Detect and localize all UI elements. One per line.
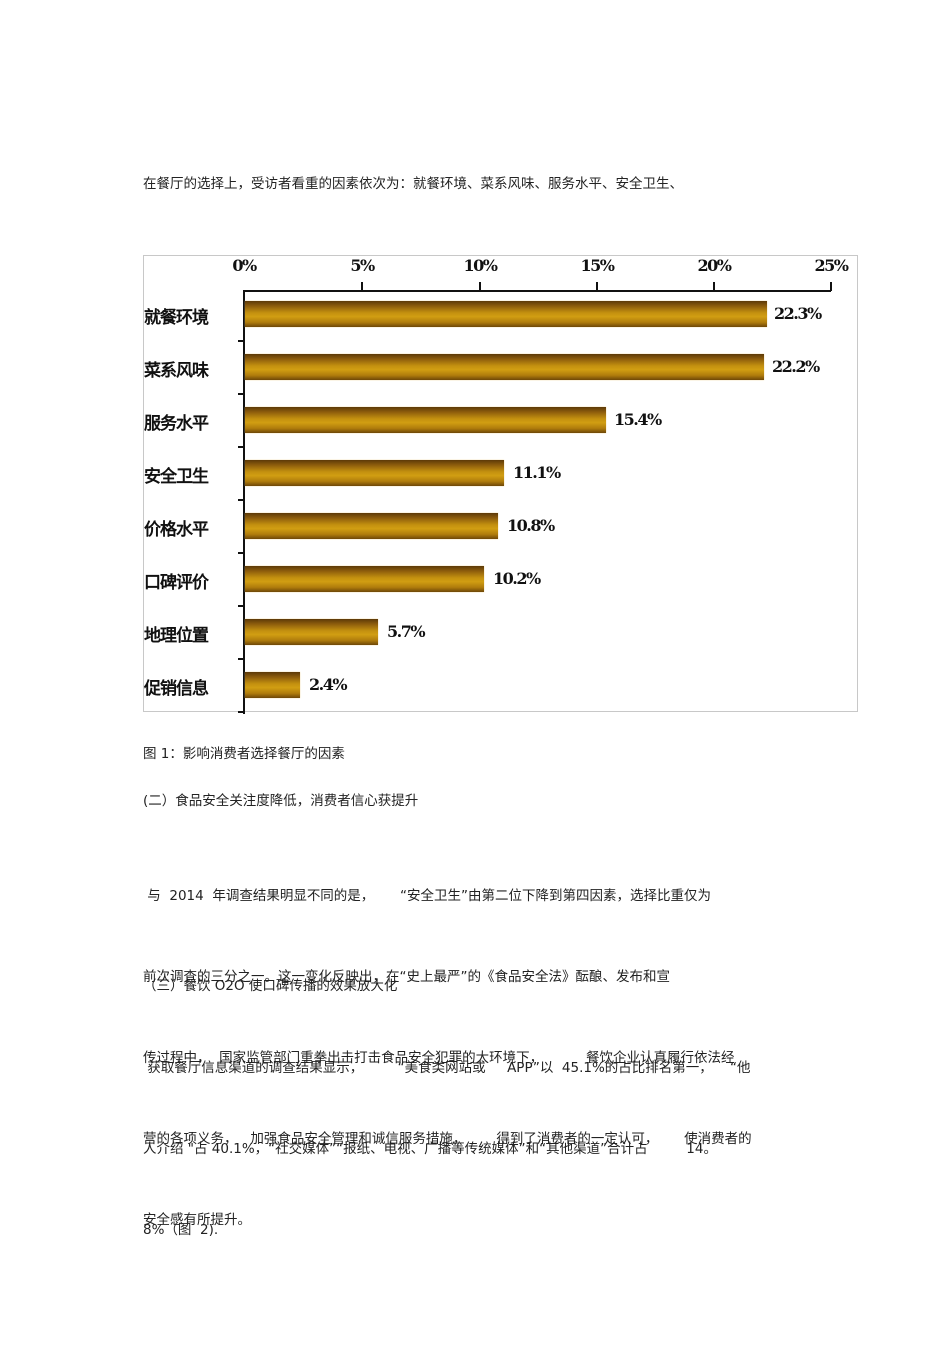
- text-line: 获取餐厅信息渠道的调查结果显示， “美食类网站或 APP”以 45.1%的占比排…: [143, 1060, 751, 1076]
- text-line: 与 2014 年调查结果明显不同的是， “安全卫生”由第二位下降到第四因素，选择…: [143, 888, 712, 904]
- value-label: 5.7%: [387, 622, 426, 641]
- value-label: 2.4%: [309, 675, 348, 694]
- value-label: 10.2%: [493, 569, 541, 588]
- x-tick: [830, 282, 832, 291]
- section-heading: （三）餐饮 O2O 使口碑传播的效果放大化: [143, 978, 398, 994]
- section-heading: (二）食品安全关注度降低，消费者信心获提升: [143, 793, 419, 809]
- bar: [245, 354, 764, 380]
- text-line: 人介绍 "占 40.1%，“社交媒体”“报纸、电视、广播等传统媒体”和“其他渠道…: [143, 1141, 717, 1157]
- bar: [245, 672, 300, 698]
- section2-paragraph: 与 2014 年调查结果明显不同的是， “安全卫生”由第二位下降到第四因素，选择…: [143, 829, 752, 1261]
- x-tick-label: 0%: [232, 256, 257, 275]
- x-tick-label: 15%: [580, 256, 615, 275]
- x-tick: [361, 282, 363, 291]
- bar-chart: 0% 5% 10% 15% 20% 25% 就餐环境 22.3% 菜系风味 22…: [143, 255, 858, 714]
- category-label: 口碑评价: [144, 573, 209, 593]
- y-tick: [238, 658, 244, 660]
- x-tick: [479, 282, 481, 291]
- bar: [245, 566, 484, 592]
- y-tick: [238, 605, 244, 607]
- bar: [245, 513, 498, 539]
- category-label: 地理位置: [144, 626, 209, 646]
- category-label: 促销信息: [144, 679, 209, 699]
- value-label: 11.1%: [513, 463, 561, 482]
- x-tick-label: 10%: [463, 256, 498, 275]
- category-label: 价格水平: [144, 520, 209, 540]
- category-label: 菜系风味: [144, 361, 209, 381]
- section3-paragraph: 获取餐厅信息渠道的调查结果显示， “美食类网站或 APP”以 45.1%的占比排…: [143, 1001, 750, 1271]
- y-tick: [238, 711, 244, 713]
- value-label: 10.8%: [507, 516, 555, 535]
- value-label: 22.2%: [772, 357, 820, 376]
- x-tick: [713, 282, 715, 291]
- category-label: 服务水平: [144, 414, 209, 434]
- y-axis: [243, 290, 245, 714]
- text-line: 前次调查的三分之一。这一变化反映出，在“史上最严”的《食品安全法》酝酿、发布和宣: [143, 969, 670, 985]
- text-line: 在餐厅的选择上，受访者看重的因素依次为：就餐环境、菜系风味、服务水平、安全卫生、: [143, 176, 683, 192]
- value-label: 15.4%: [614, 410, 662, 429]
- x-tick: [596, 282, 598, 291]
- value-label: 22.3%: [774, 304, 822, 323]
- bar: [245, 460, 504, 486]
- text-line: 传过程中， 国家监管部门重拳出击打击食品安全犯罪的大环境下， 餐饮企业认真履行依…: [143, 1050, 735, 1066]
- y-tick: [238, 393, 244, 395]
- x-axis: [244, 290, 831, 292]
- text-line: 8%（图 2).: [143, 1222, 219, 1238]
- text-line: 安全感有所提升。: [143, 1212, 251, 1228]
- x-tick-label: 20%: [697, 256, 732, 275]
- figure-caption: 图 1：影响消费者选择餐厅的因素: [143, 746, 345, 762]
- x-tick-label: 25%: [814, 256, 849, 275]
- bar: [245, 407, 606, 433]
- y-tick: [238, 446, 244, 448]
- y-tick: [238, 499, 244, 501]
- text-line: 营的各项义务， 加强食品安全管理和诚信服务措施， 得到了消费者的一定认可， 使消…: [143, 1131, 752, 1147]
- bar: [245, 301, 767, 327]
- x-tick-label: 5%: [350, 256, 375, 275]
- bar: [245, 619, 378, 645]
- y-tick: [238, 340, 244, 342]
- y-tick: [238, 552, 244, 554]
- category-label: 安全卫生: [144, 467, 209, 487]
- category-label: 就餐环境: [144, 308, 209, 328]
